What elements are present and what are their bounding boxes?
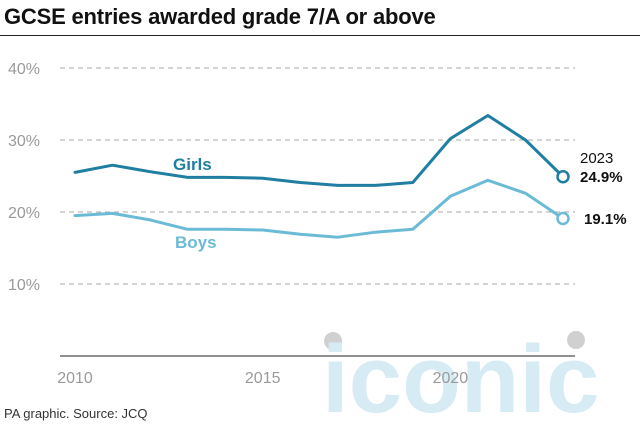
series-lines [73,114,570,239]
x-tick-label: 2015 [245,370,281,387]
x-tick-label: 2010 [57,370,93,387]
chart-title: GCSE entries awarded grade 7/A or above [4,4,436,29]
gridlines [60,67,575,285]
source-note: PA graphic. Source: JCQ [4,406,148,421]
y-axis-ticks: 10% 20% 30% 40% [8,61,40,294]
legend-boys: Boys [175,233,217,252]
y-tick-label: 40% [8,61,40,78]
series-line-girls [73,114,565,187]
watermark-dot-right [567,331,585,349]
series-line-boys [73,178,565,239]
series-labels: Girls Boys 2023 24.9% 19.1% [173,150,627,252]
iconic-watermark: iconic [322,326,599,430]
annotation-year: 2023 [580,150,613,167]
boys-point-2023 [556,211,570,226]
x-axis-ticks: 2010 2015 2020 [57,370,468,387]
title-divider [0,35,640,36]
girls-point-2023 [556,169,570,184]
watermark-text: iconic [322,326,599,430]
annotation-girls-value: 24.9% [580,169,623,186]
annotation-boys-value: 19.1% [584,211,627,228]
y-tick-label: 30% [8,133,40,150]
watermark-dot-left [324,332,342,350]
y-tick-label: 10% [8,277,40,294]
x-tick-label: 2020 [433,370,469,387]
legend-girls: Girls [173,155,212,174]
y-tick-label: 20% [8,205,40,222]
